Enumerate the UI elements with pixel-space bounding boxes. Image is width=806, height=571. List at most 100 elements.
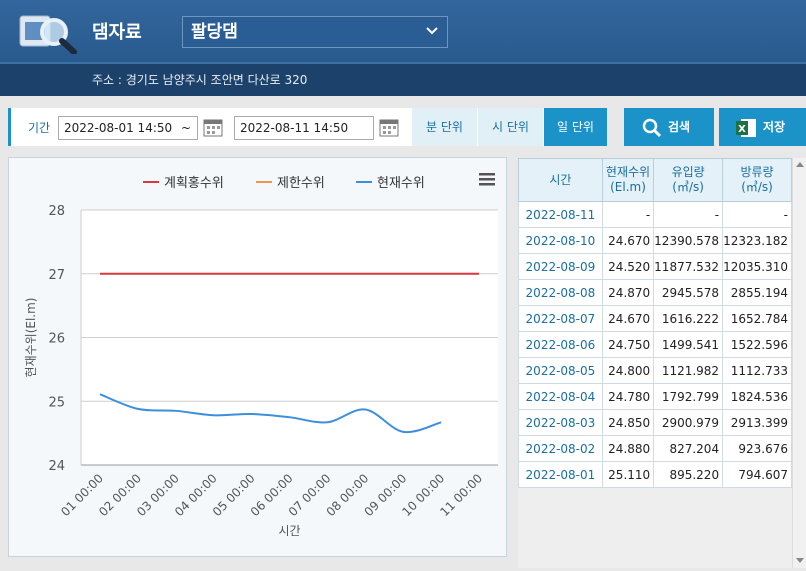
dam-select-value: 팔당댐 bbox=[191, 22, 238, 42]
y-tick-label: 27 bbox=[48, 268, 65, 283]
unit-button[interactable]: 일 단위 bbox=[543, 108, 607, 146]
y-tick-label: 26 bbox=[48, 332, 65, 347]
address: 주소 : 경기도 남양주시 조안면 다산로 320 bbox=[92, 73, 308, 87]
header-text: 방류량 bbox=[740, 165, 774, 179]
scrollbar[interactable] bbox=[792, 158, 806, 568]
cell: 1792.799 bbox=[653, 383, 724, 410]
table-row: 2022-08-08 24.870 2945.578 2855.194 bbox=[518, 279, 792, 306]
search-label: 검색 bbox=[668, 120, 691, 134]
y-tick-label: 25 bbox=[48, 395, 65, 410]
cell: 12323.182 bbox=[722, 227, 792, 254]
unit-button[interactable]: 시 단위 bbox=[477, 108, 543, 146]
save-button[interactable]: X 저장 bbox=[719, 108, 806, 146]
cell: 1616.222 bbox=[653, 305, 724, 332]
date-cell: 2022-08-08 bbox=[518, 279, 603, 306]
page-title: 댐자료 bbox=[92, 22, 142, 43]
date-cell: 2022-08-04 bbox=[518, 383, 603, 410]
table-row: 2022-08-03 24.850 2900.979 2913.399 bbox=[518, 409, 792, 436]
cell: 923.676 bbox=[722, 435, 792, 462]
cell: 11877.532 bbox=[653, 253, 724, 280]
dam-select[interactable]: 팔당댐 bbox=[182, 16, 448, 48]
cell: 24.670 bbox=[601, 305, 655, 332]
date-cell: 2022-08-06 bbox=[518, 331, 603, 358]
cell: - bbox=[653, 201, 724, 228]
search-button[interactable]: 검색 bbox=[624, 108, 714, 146]
address-bar: 주소 : 경기도 남양주시 조안면 다산로 320 bbox=[0, 62, 806, 96]
data-table: 시간 현재수위 (El.m) 유입량 (㎥/s) 방류량 (㎥/s) 2022-08-11- -… bbox=[518, 158, 792, 488]
cell: 2855.194 bbox=[722, 279, 792, 306]
header-text: 현재수위 bbox=[605, 165, 651, 179]
cell: 1824.536 bbox=[722, 383, 792, 410]
series-line bbox=[99, 393, 442, 434]
legend-label: 제한수위 bbox=[277, 176, 325, 191]
logo bbox=[19, 15, 77, 54]
header-row: 시간 현재수위 (El.m) 유입량 (㎥/s) 방류량 (㎥/s) bbox=[518, 158, 792, 202]
excel-icon: X bbox=[736, 119, 756, 137]
cell: 1652.784 bbox=[722, 305, 792, 332]
header-text: 유입량 bbox=[671, 165, 705, 179]
cell: 25.110 bbox=[601, 461, 655, 488]
cell: 12035.310 bbox=[722, 253, 792, 280]
cell: 24.880 bbox=[601, 435, 655, 462]
cell: 12390.578 bbox=[653, 227, 724, 254]
table-row: 2022-08-02 24.880 827.204 923.676 bbox=[518, 435, 792, 462]
y-axis-label: 현재수위(El.m) bbox=[24, 298, 38, 378]
table-row: 2022-08-05 24.800 1121.982 1112.733 bbox=[518, 357, 792, 384]
cell: 2945.578 bbox=[653, 279, 724, 306]
unit-button[interactable]: 분 단위 bbox=[411, 108, 477, 146]
chart-panel: 24 25 26 27 28 01 00:00 02 00:00 03 00:00 04 00:… bbox=[8, 157, 507, 557]
cell: 24.670 bbox=[601, 227, 655, 254]
date-cell: 2022-08-01 bbox=[518, 461, 603, 488]
cell: 2913.399 bbox=[722, 409, 792, 436]
start-value: 2022-08-01 14:50 bbox=[64, 121, 173, 135]
cell: 24.800 bbox=[601, 357, 655, 384]
column-header: 방류량 (㎥/s) bbox=[722, 158, 792, 202]
table-row: 2022-08-01 25.110 895.220 794.607 bbox=[518, 461, 792, 488]
table-row: 2022-08-04 24.780 1792.799 1824.536 bbox=[518, 383, 792, 410]
start-input[interactable]: 2022-08-01 14:50 ~ bbox=[58, 116, 198, 140]
x-axis-label: 시간 bbox=[278, 524, 300, 538]
header-text: 시간 bbox=[549, 172, 572, 187]
date-cell: 2022-08-02 bbox=[518, 435, 603, 462]
date-cell: 2022-08-05 bbox=[518, 357, 603, 384]
table-row: 2022-08-07 24.670 1616.222 1652.784 bbox=[518, 305, 792, 332]
header: 댐자료 팔당댐 bbox=[0, 0, 806, 62]
cell: 24.520 bbox=[601, 253, 655, 280]
end-value: 2022-08-11 14:50 bbox=[240, 121, 349, 135]
cell: 24.750 bbox=[601, 331, 655, 358]
date-cell: 2022-08-07 bbox=[518, 305, 603, 332]
cell: 24.850 bbox=[601, 409, 655, 436]
header-text: (㎥/s) bbox=[741, 180, 773, 194]
legend-label: 계획홍수위 bbox=[164, 176, 224, 191]
separator: ~ bbox=[180, 121, 191, 135]
cell: 1522.596 bbox=[722, 331, 792, 358]
date-cell: 2022-08-10 bbox=[518, 227, 603, 254]
legend-label: 현재수위 bbox=[377, 176, 425, 191]
table-row: 2022-08-11- - - bbox=[518, 201, 792, 228]
cell: 24.780 bbox=[601, 383, 655, 410]
period-label: 기간 bbox=[28, 121, 51, 135]
calendar-icon[interactable] bbox=[203, 117, 223, 137]
calendar-icon[interactable] bbox=[379, 117, 399, 137]
cell: 895.220 bbox=[653, 461, 724, 488]
menu-icon[interactable] bbox=[479, 173, 495, 186]
header-text: (El.m) bbox=[610, 180, 646, 194]
dropdown-arrow bbox=[426, 27, 438, 35]
cell: 2900.979 bbox=[653, 409, 724, 436]
svg-text:X: X bbox=[738, 124, 746, 135]
date-cell: 2022-08-03 bbox=[518, 409, 603, 436]
header-text: (㎥/s) bbox=[672, 180, 704, 194]
column-header: 유입량 (㎥/s) bbox=[653, 158, 724, 202]
cell: 1112.733 bbox=[722, 357, 792, 384]
table-row: 2022-08-10 24.670 12390.578 12323.182 bbox=[518, 227, 792, 254]
search-icon bbox=[642, 118, 662, 138]
column-header: 현재수위 (El.m) bbox=[601, 158, 655, 202]
cell: 24.870 bbox=[601, 279, 655, 306]
end-input[interactable]: 2022-08-11 14:50 bbox=[234, 116, 374, 140]
cell: 1499.541 bbox=[653, 331, 724, 358]
cell: 1121.982 bbox=[653, 357, 724, 384]
y-tick-label: 28 bbox=[48, 204, 65, 219]
cell: - bbox=[722, 201, 792, 228]
